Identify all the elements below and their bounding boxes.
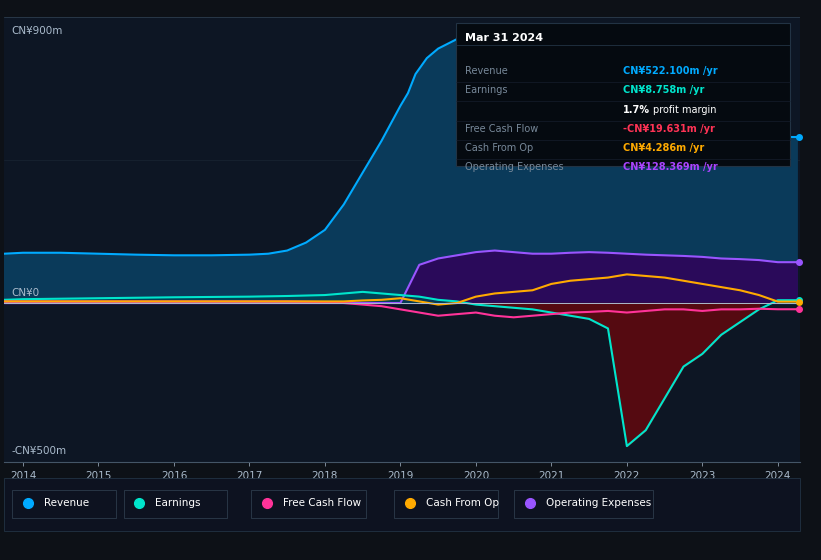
Text: Operating Expenses: Operating Expenses [466,162,564,172]
Text: -CN¥19.631m /yr: -CN¥19.631m /yr [623,124,715,134]
Text: profit margin: profit margin [654,105,717,114]
Text: Free Cash Flow: Free Cash Flow [466,124,539,134]
Text: CN¥900m: CN¥900m [11,26,63,36]
Text: Earnings: Earnings [466,85,507,95]
Text: -CN¥500m: -CN¥500m [11,446,67,456]
FancyBboxPatch shape [456,24,790,166]
FancyBboxPatch shape [4,478,800,531]
Text: Mar 31 2024: Mar 31 2024 [466,33,544,43]
Text: CN¥128.369m /yr: CN¥128.369m /yr [623,162,718,172]
Text: CN¥522.100m /yr: CN¥522.100m /yr [623,66,718,76]
Text: Cash From Op: Cash From Op [466,143,534,153]
Text: CN¥8.758m /yr: CN¥8.758m /yr [623,85,704,95]
Text: Cash From Op: Cash From Op [426,498,499,508]
Text: Revenue: Revenue [44,498,89,508]
Text: CN¥0: CN¥0 [11,288,39,298]
Text: 1.7%: 1.7% [623,105,650,114]
Text: Revenue: Revenue [466,66,508,76]
Text: Earnings: Earnings [155,498,201,508]
Text: Operating Expenses: Operating Expenses [546,498,651,508]
Text: CN¥4.286m /yr: CN¥4.286m /yr [623,143,704,153]
Text: Free Cash Flow: Free Cash Flow [282,498,361,508]
